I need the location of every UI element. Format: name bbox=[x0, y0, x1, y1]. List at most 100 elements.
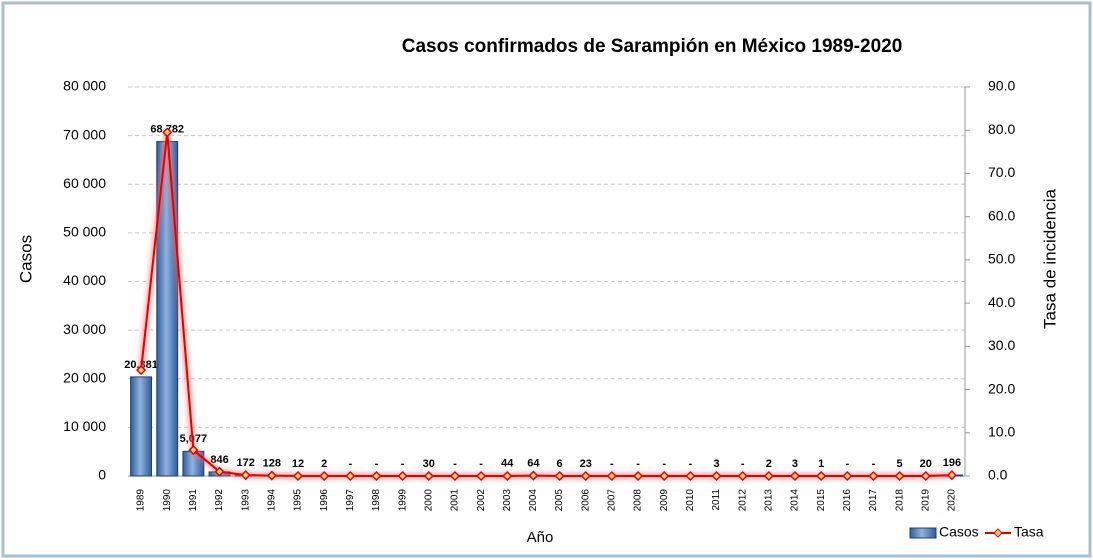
marker bbox=[292, 470, 304, 482]
value-label: 64 bbox=[527, 458, 540, 470]
x-tick-label: 2006 bbox=[580, 489, 591, 512]
value-label: 1 bbox=[818, 458, 824, 470]
marker bbox=[789, 470, 801, 482]
marker bbox=[371, 470, 382, 482]
y2-tick-label: 50.0 bbox=[988, 251, 1015, 267]
value-label: 3 bbox=[792, 458, 798, 470]
y-tick-label: 10 000 bbox=[63, 418, 106, 434]
marker bbox=[946, 470, 957, 481]
x-tick-label: 2015 bbox=[816, 489, 827, 512]
marker bbox=[737, 470, 748, 482]
marker bbox=[423, 470, 434, 482]
value-label: - bbox=[741, 458, 745, 470]
y2-tick-label: 90.0 bbox=[988, 78, 1015, 94]
value-label: - bbox=[636, 458, 640, 470]
value-label: 6 bbox=[557, 458, 563, 470]
value-label: 30 bbox=[423, 458, 435, 470]
y-tick-label: 0 bbox=[98, 467, 106, 483]
x-tick-label: 1998 bbox=[371, 489, 382, 512]
y2-tick-label: 0.0 bbox=[988, 467, 1008, 483]
y-tick-label: 70 000 bbox=[63, 126, 106, 142]
x-tick-label: 2002 bbox=[476, 489, 487, 512]
value-label: 20 bbox=[920, 458, 932, 470]
x-tick-label: 2010 bbox=[685, 489, 696, 512]
marker bbox=[345, 470, 356, 482]
x-tick-label: 2008 bbox=[633, 489, 644, 512]
x-axis-title: Año bbox=[527, 529, 554, 546]
y2-tick-label: 60.0 bbox=[988, 207, 1015, 223]
marker bbox=[188, 445, 199, 456]
x-tick-label: 2001 bbox=[450, 489, 461, 512]
x-tick-label: 2011 bbox=[711, 489, 722, 511]
x-tick-label: 2009 bbox=[659, 489, 670, 512]
marker bbox=[711, 470, 722, 482]
value-label: - bbox=[375, 458, 379, 470]
value-label: - bbox=[479, 458, 483, 470]
x-tick-label: 1991 bbox=[188, 489, 199, 512]
value-label: 196 bbox=[943, 457, 961, 469]
marker bbox=[763, 470, 774, 482]
value-label: 2 bbox=[766, 458, 772, 470]
x-tick-label: 1993 bbox=[240, 489, 251, 512]
marker bbox=[894, 470, 905, 482]
marker bbox=[214, 466, 225, 477]
x-tick-label: 2013 bbox=[763, 489, 774, 512]
bar bbox=[130, 376, 153, 477]
marker bbox=[842, 470, 853, 482]
value-label: - bbox=[872, 458, 876, 470]
x-tick-label: 1995 bbox=[293, 489, 304, 512]
y2-tick-label: 30.0 bbox=[988, 337, 1015, 353]
y2-tick-label: 20.0 bbox=[988, 380, 1015, 396]
y-tick-label: 20 000 bbox=[63, 369, 106, 385]
legend-marker bbox=[993, 528, 1003, 538]
legend-label: Tasa bbox=[1014, 524, 1044, 540]
marker bbox=[816, 470, 827, 482]
value-label: 44 bbox=[501, 458, 514, 470]
y-tick-label: 40 000 bbox=[63, 272, 106, 288]
y-tick-label: 30 000 bbox=[63, 321, 106, 337]
x-tick-label: 1989 bbox=[136, 489, 147, 512]
marker bbox=[449, 470, 461, 482]
x-tick-label: 1999 bbox=[397, 489, 408, 512]
value-label: 846 bbox=[210, 454, 228, 466]
value-label: 2 bbox=[321, 458, 327, 470]
x-tick-label: 2014 bbox=[790, 489, 801, 512]
marker bbox=[502, 470, 513, 482]
marker bbox=[632, 470, 644, 482]
marker bbox=[580, 470, 591, 482]
value-label: 12 bbox=[292, 458, 304, 470]
x-tick-label: 1994 bbox=[267, 489, 278, 512]
value-label: 5 bbox=[897, 458, 903, 470]
marker bbox=[554, 470, 565, 482]
legend-swatch bbox=[909, 527, 937, 539]
x-tick-label: 2018 bbox=[894, 489, 905, 512]
marker bbox=[659, 470, 670, 482]
value-label: - bbox=[401, 458, 405, 470]
value-label: 128 bbox=[263, 457, 281, 469]
x-tick-label: 2019 bbox=[920, 489, 931, 512]
marker bbox=[685, 470, 696, 482]
marker bbox=[868, 470, 879, 482]
value-label: - bbox=[689, 458, 693, 470]
x-tick-label: 2000 bbox=[423, 489, 434, 512]
x-tick-label: 2007 bbox=[607, 489, 618, 512]
x-tick-label: 2012 bbox=[737, 489, 748, 512]
x-tick-label: 2017 bbox=[868, 489, 879, 512]
x-tick-label: 1990 bbox=[162, 489, 173, 512]
x-tick-label: 1996 bbox=[319, 489, 330, 512]
x-tick-label: 1997 bbox=[345, 489, 356, 512]
y-axis-title: Casos bbox=[16, 235, 35, 283]
marker bbox=[240, 470, 251, 481]
x-tick-label: 2016 bbox=[842, 489, 853, 512]
value-label: - bbox=[453, 458, 457, 470]
y-tick-label: 80 000 bbox=[63, 78, 106, 94]
value-label: - bbox=[662, 458, 666, 470]
x-tick-label: 2005 bbox=[554, 489, 565, 512]
marker bbox=[136, 365, 147, 376]
y-tick-label: 60 000 bbox=[63, 175, 106, 191]
y2-tick-label: 70.0 bbox=[988, 164, 1015, 180]
value-label: 172 bbox=[237, 457, 255, 469]
x-tick-label: 1992 bbox=[214, 489, 225, 512]
x-tick-label: 2003 bbox=[502, 489, 513, 512]
